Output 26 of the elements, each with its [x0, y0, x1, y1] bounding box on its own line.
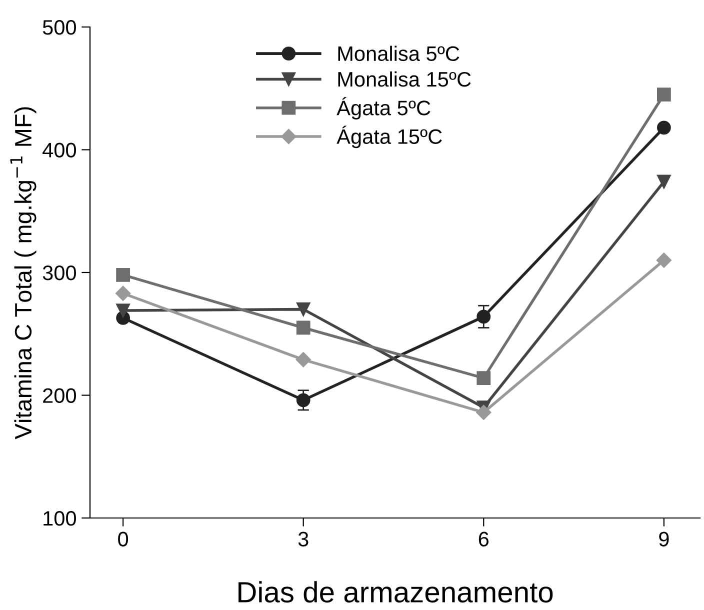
y-tick-label: 100: [44, 511, 76, 526]
point: [656, 174, 671, 189]
legend-label: Ágata 5ºC: [336, 97, 430, 120]
y-axis-title: Vitamina C Total ( mg.kg$^{−1}$ MF): [10, 107, 36, 440]
point: [476, 404, 492, 420]
y-tick-label: 300: [42, 266, 76, 280]
x-tick-label: 6: [478, 532, 489, 546]
x-tick-label: 3: [298, 532, 308, 546]
point: [476, 371, 491, 386]
x-tick-label: 0: [118, 532, 128, 546]
point: [656, 88, 671, 102]
point: [296, 302, 310, 316]
y-tick-label: 200: [43, 388, 76, 404]
point: [656, 252, 672, 268]
legend-label: Ágata 15ºC: [336, 126, 442, 148]
point: [116, 268, 130, 282]
point: [296, 352, 311, 368]
legend-label: Monalisa 15ºC: [338, 71, 471, 87]
legend-label: Monalisa 5ºC: [338, 46, 460, 62]
x-tick-label: 9: [659, 532, 669, 546]
y-tick-label: 500: [42, 20, 76, 35]
point: [115, 286, 131, 301]
x-axis-title: Dias de armazenamento: [238, 581, 553, 603]
y-tick-label: 400: [42, 142, 76, 158]
point: [656, 120, 671, 135]
point: [116, 304, 130, 318]
